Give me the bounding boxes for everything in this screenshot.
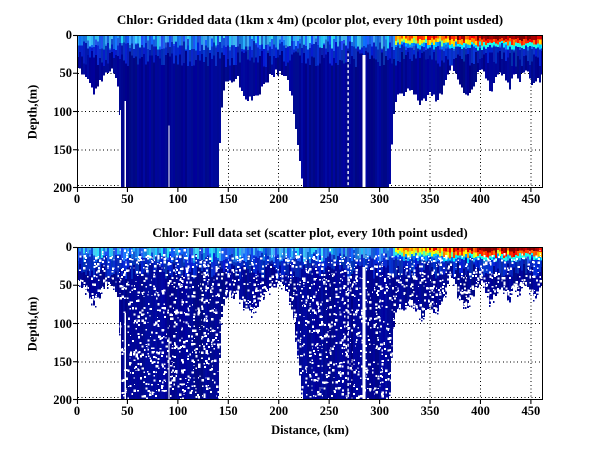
y-tick-label: 50 (59, 278, 73, 293)
x-tick-label: 400 (471, 192, 490, 206)
x-tick-label: 450 (521, 404, 541, 418)
y-tick-label: 150 (53, 354, 72, 369)
y-tick-label: 50 (59, 66, 73, 81)
gridded-pcolor-plot-canvas (73, 34, 544, 192)
y-tick-label: 200 (53, 181, 72, 195)
distance-axis-label: Distance, (km) (271, 423, 349, 437)
x-tick-label: 100 (168, 404, 188, 418)
x-tick-label: 150 (218, 404, 238, 418)
full-scatter-plot-canvas (73, 246, 544, 404)
x-tick-label: 300 (370, 404, 389, 418)
x-tick-label: 50 (121, 192, 134, 206)
gridded-plot-title: Chlor: Gridded data (1km x 4m) (pcolor p… (116, 12, 504, 27)
scatter-plot-title: Chlor: Full data set (scatter plot, ever… (152, 225, 468, 240)
x-tick-label: 350 (420, 404, 440, 418)
x-tick-label: 250 (319, 404, 339, 418)
x-tick-label: 150 (218, 192, 238, 206)
x-tick-label: 0 (73, 192, 81, 206)
x-tick-label: 200 (269, 404, 289, 418)
y-tick-label: 100 (53, 316, 72, 331)
x-tick-label: 50 (121, 404, 134, 418)
y-tick-label: 200 (53, 393, 72, 407)
x-tick-label: 200 (269, 192, 289, 206)
y-tick-label: 0 (65, 28, 72, 42)
x-tick-label: 100 (168, 192, 188, 206)
x-tick-label: 300 (370, 192, 389, 206)
y-tick-label: 0 (65, 240, 72, 254)
x-tick-label: 400 (471, 404, 490, 418)
x-tick-label: 0 (73, 404, 81, 418)
y-tick-label: 150 (53, 142, 72, 157)
x-tick-label: 450 (521, 192, 541, 206)
y-tick-label: 100 (53, 104, 72, 119)
x-tick-label: 350 (420, 192, 440, 206)
x-tick-label: 250 (319, 192, 339, 206)
